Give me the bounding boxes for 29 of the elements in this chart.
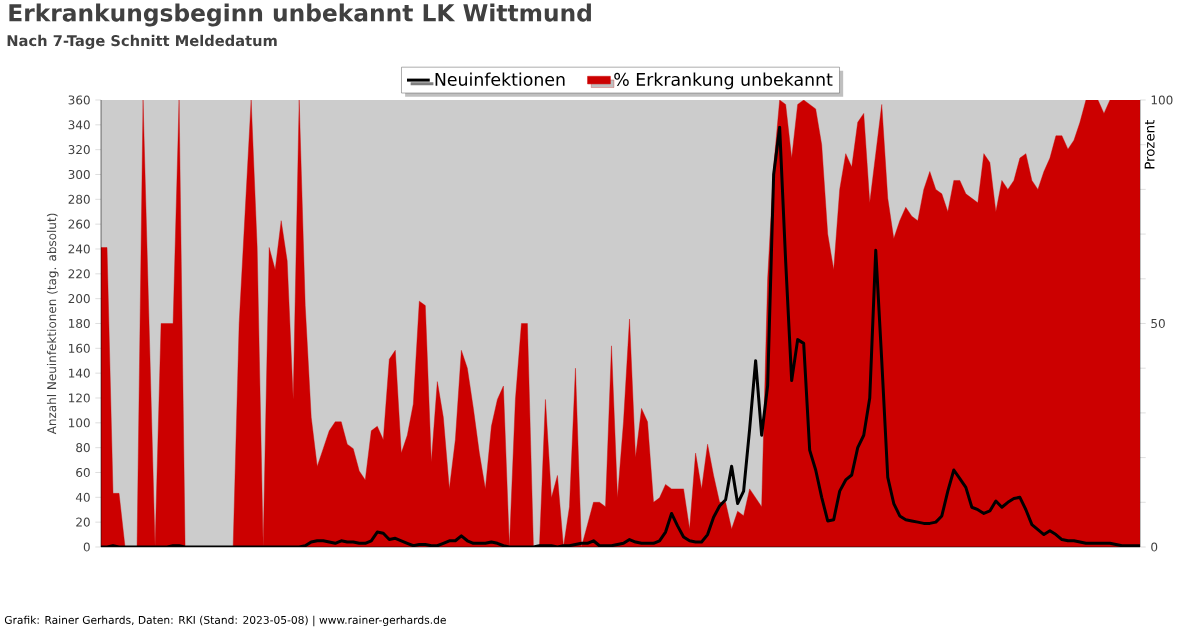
y-tick-label: 300	[68, 169, 90, 180]
y-tick-label: 120	[69, 393, 90, 403]
y2-tick-label: 100	[1151, 95, 1173, 105]
y-tick-label: 80	[76, 443, 90, 453]
y-tick-label: 200	[68, 294, 90, 304]
legend-label: % Erkrankung unbekannt	[614, 72, 833, 90]
y-tick-label: 60	[76, 467, 90, 478]
y2-tick-label: 0	[1151, 542, 1158, 552]
y-tick-label: 260	[68, 219, 90, 229]
text: Grafik: Rainer Gerhards, Daten: RKI (Stand: 2023-05-08) | www.rainer-gerhards.de	[4, 615, 446, 627]
y2-tick-label: 50	[1151, 318, 1165, 329]
y-tick-label: 140	[69, 368, 90, 378]
y-tick-label: 160	[69, 343, 90, 353]
chart-subtitle: Nach 7-Tage Schnitt Meldedatum	[7, 34, 277, 50]
chart-title: Erkrankungsbeginn unbekannt LK Wittmund	[9, 3, 591, 27]
y-tick-label: 20	[76, 517, 90, 527]
y-tick-label: 180	[69, 318, 90, 329]
y2-axis-title: Prozent	[1144, 119, 1155, 169]
y-tick-label: 220	[68, 269, 90, 279]
y-tick-label: 360	[68, 95, 90, 105]
y-tick-label: 340	[68, 120, 90, 130]
y-tick-label: 240	[68, 244, 90, 254]
y-tick-label: 40	[75, 492, 90, 502]
y-tick-label: 320	[68, 145, 90, 155]
legend-label: Neuinfektionen	[435, 72, 565, 86]
y-tick-label: 100	[69, 418, 90, 428]
y-axis-title: Anzahl Neuinfektionen (tag. absolut)	[46, 213, 59, 435]
y-tick-label: 280	[68, 194, 90, 204]
y-tick-label: 0	[83, 542, 90, 552]
